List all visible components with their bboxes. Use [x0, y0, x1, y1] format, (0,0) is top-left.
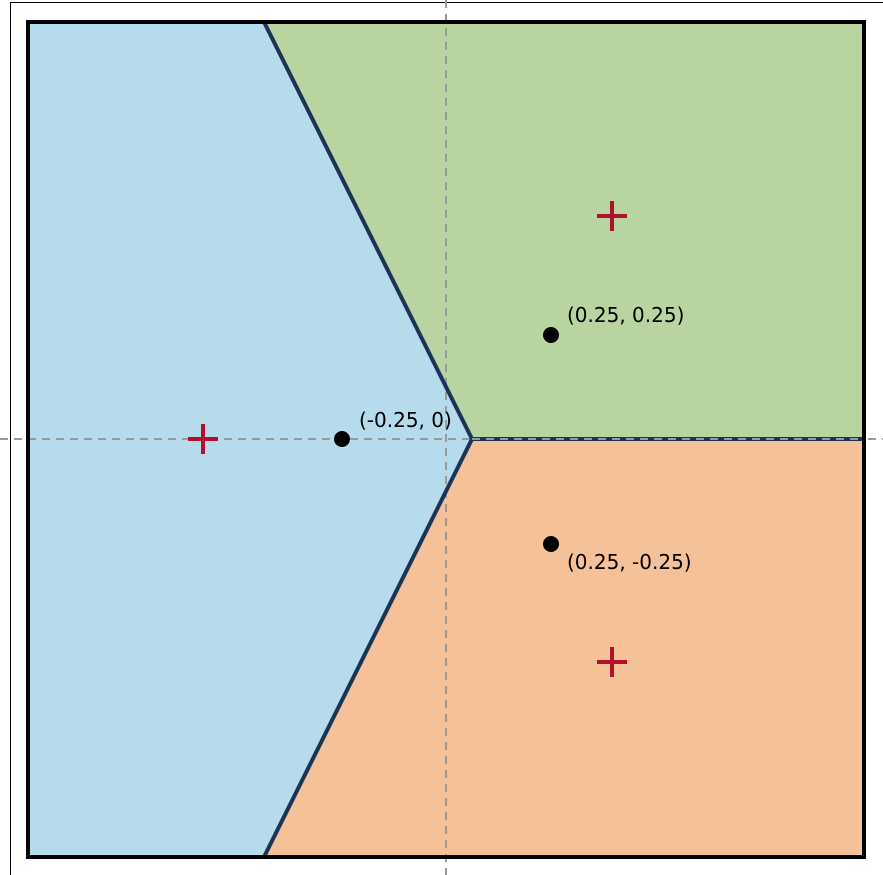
region-top-right — [264, 22, 864, 439]
centroid-markers — [188, 201, 627, 677]
cross-marker — [597, 201, 627, 231]
point — [334, 431, 350, 447]
region-bottom-right — [264, 439, 864, 857]
region-left — [28, 22, 472, 857]
point-label: (0.25, -0.25) — [567, 550, 692, 574]
cross-marker — [597, 647, 627, 677]
point — [543, 327, 559, 343]
outer-frame — [10, 2, 883, 875]
square-border — [26, 20, 866, 859]
point-label: (0.25, 0.25) — [567, 303, 684, 327]
cross-marker — [188, 424, 218, 454]
point-label: (-0.25, 0) — [359, 408, 452, 432]
point — [543, 536, 559, 552]
